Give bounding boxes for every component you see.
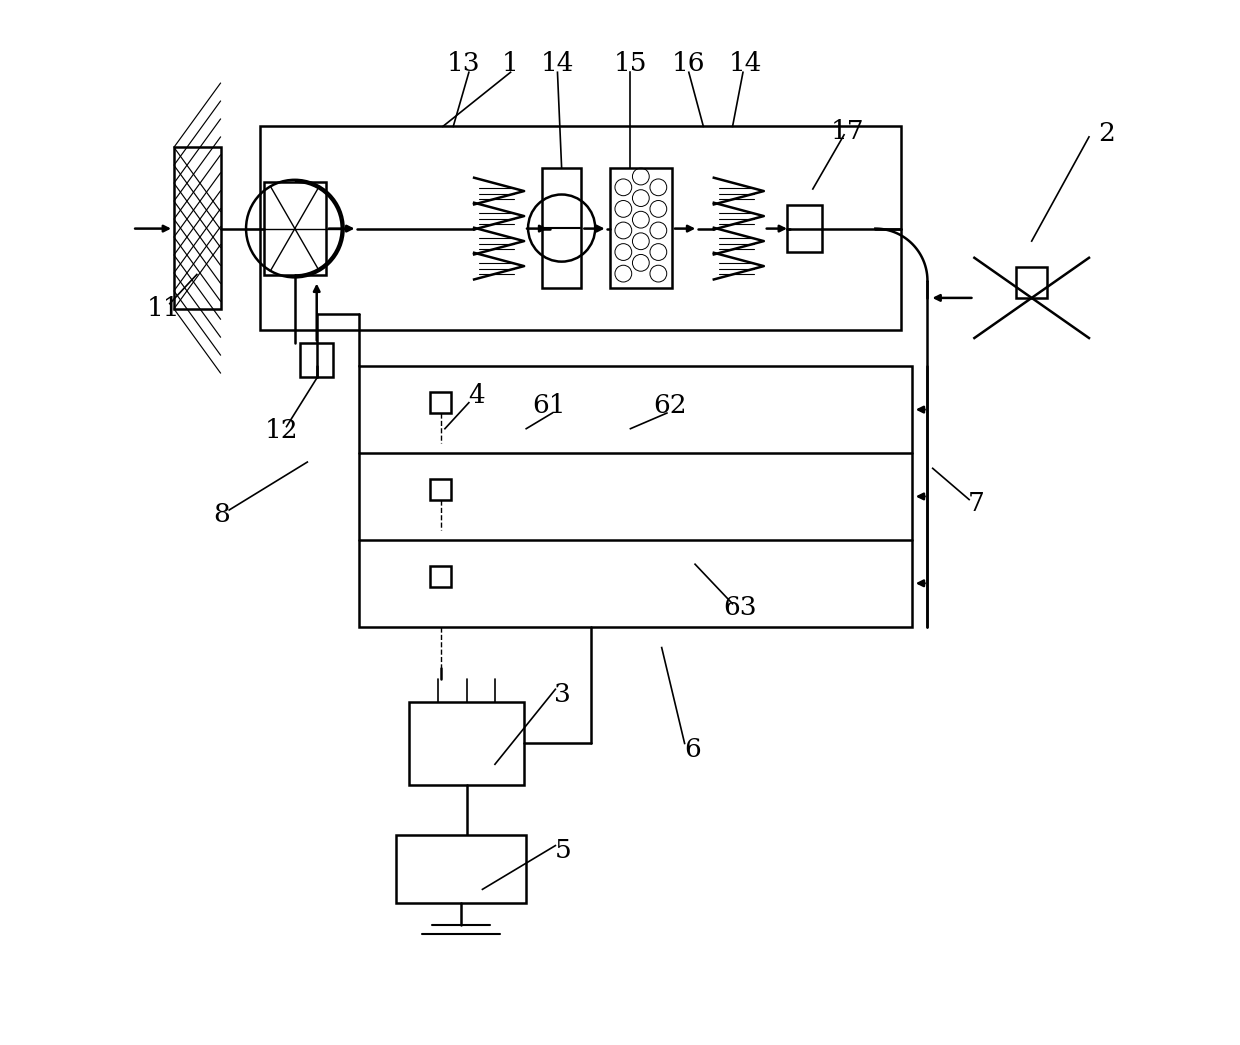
Text: 62: 62 <box>653 393 687 418</box>
Text: 5: 5 <box>554 838 572 863</box>
Bar <box>360 366 911 627</box>
Text: 3: 3 <box>554 682 572 707</box>
Bar <box>542 168 582 288</box>
Bar <box>396 835 526 903</box>
Text: 17: 17 <box>831 119 864 144</box>
Bar <box>610 168 672 288</box>
Text: 7: 7 <box>968 491 985 516</box>
Text: 15: 15 <box>614 51 647 76</box>
Bar <box>264 182 326 276</box>
Bar <box>174 147 221 309</box>
Text: 8: 8 <box>213 502 231 527</box>
Text: 6: 6 <box>684 737 702 762</box>
Text: 63: 63 <box>723 596 756 621</box>
Bar <box>409 702 525 785</box>
Bar <box>430 479 451 500</box>
Bar <box>260 126 901 329</box>
Text: 4: 4 <box>467 382 485 408</box>
Text: 61: 61 <box>532 393 565 418</box>
Bar <box>174 147 221 309</box>
Text: 16: 16 <box>672 51 706 76</box>
Text: 12: 12 <box>264 418 298 443</box>
Text: 14: 14 <box>541 51 574 76</box>
Bar <box>300 343 334 376</box>
Bar <box>786 205 822 252</box>
Bar <box>430 566 451 587</box>
Text: 14: 14 <box>728 51 761 76</box>
Text: 1: 1 <box>502 51 520 76</box>
Text: 13: 13 <box>446 51 480 76</box>
Text: 2: 2 <box>1099 121 1115 146</box>
Text: 11: 11 <box>146 297 180 322</box>
Bar <box>430 392 451 413</box>
Bar <box>1016 266 1048 298</box>
